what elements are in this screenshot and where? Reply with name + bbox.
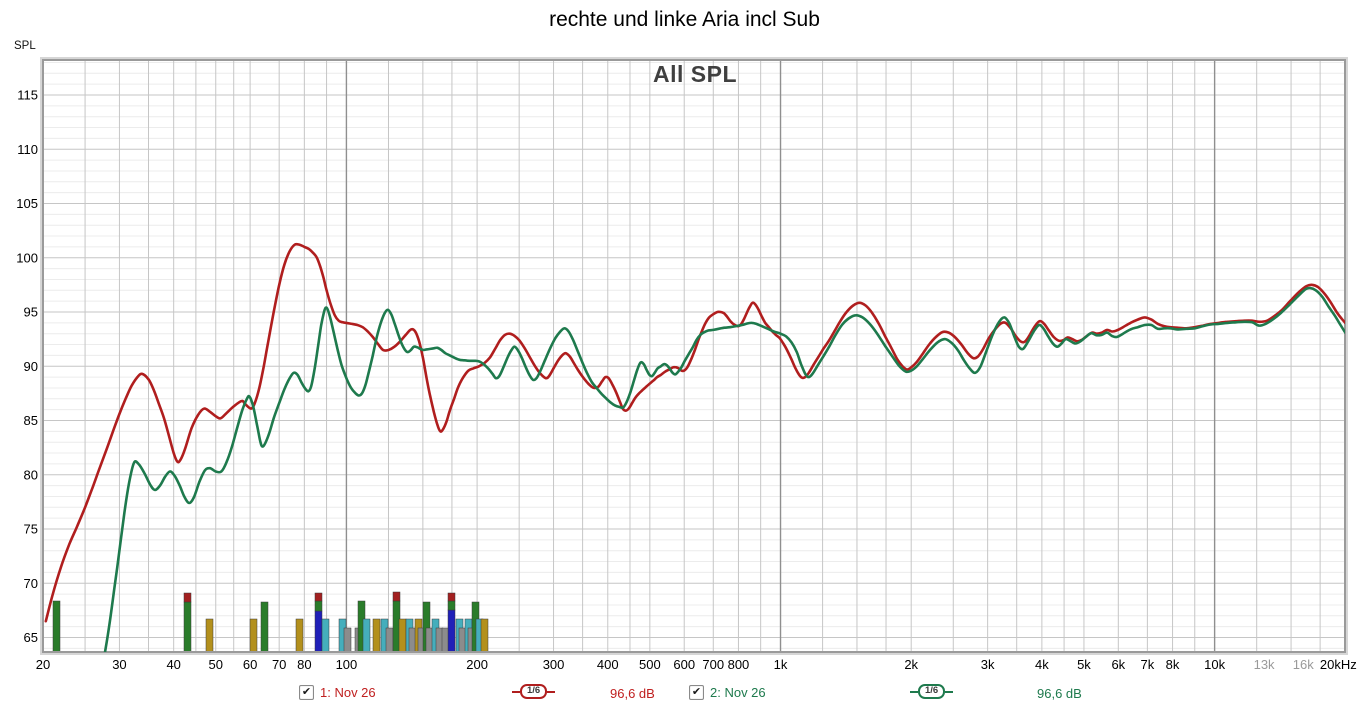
level-value-1: 96,6 dB <box>610 686 655 701</box>
x-tick-label: 40 <box>166 657 180 672</box>
x-tick-label: 700 <box>702 657 724 672</box>
legend-line-right-2 <box>945 690 954 693</box>
smoothing-badge-2: 1/6 <box>910 684 954 699</box>
measurement-2-label: 2: Nov 26 <box>710 684 766 700</box>
grid <box>43 60 1345 652</box>
x-tick-label: 16k <box>1293 657 1314 672</box>
room-mode-bar <box>343 627 352 653</box>
x-tick-label: 100 <box>336 657 358 672</box>
x-tick-label: 60 <box>243 657 257 672</box>
smoothing-value-1: 1/6 <box>520 684 548 699</box>
x-tick-label: 800 <box>728 657 750 672</box>
smoothing-badge-1: 1/6 <box>512 684 556 699</box>
x-tick-label: 1k <box>774 657 788 672</box>
y-tick-label: 100 <box>16 250 38 265</box>
legend-line-left-1 <box>512 690 520 693</box>
x-tick-label: 500 <box>639 657 661 672</box>
x-tick-label: 30 <box>112 657 126 672</box>
y-tick-label: 110 <box>17 142 38 157</box>
x-tick-label: 20kHz <box>1320 657 1357 672</box>
measurement-1-label: 1: Nov 26 <box>320 684 376 700</box>
x-tick-label: 13k <box>1254 657 1275 672</box>
measurement-2-checkbox[interactable]: ✔ <box>689 684 704 700</box>
x-tick-label: 10k <box>1204 657 1225 672</box>
x-tick-label: 3k <box>981 657 995 672</box>
plot-outer-border <box>40 57 1348 655</box>
x-tick-label: 4k <box>1035 657 1049 672</box>
x-tick-label: 20 <box>36 657 50 672</box>
room-mode-bar <box>398 618 407 653</box>
room-mode-bar <box>295 618 304 653</box>
curve-2 <box>103 286 1345 652</box>
x-tick-label: 80 <box>297 657 311 672</box>
room-mode-bar-cap <box>392 591 401 602</box>
room-mode-bar <box>480 618 489 653</box>
room-mode-bar <box>362 618 371 653</box>
page-title: rechte und linke Aria incl Sub <box>549 8 820 31</box>
room-mode-bar <box>260 601 269 653</box>
room-mode-bar <box>372 618 381 653</box>
y-tick-label: 75 <box>24 522 38 537</box>
x-tick-label: 200 <box>466 657 488 672</box>
y-tick-label: 70 <box>24 576 38 591</box>
chart-title: All SPL <box>652 61 737 87</box>
x-tick-label: 70 <box>272 657 286 672</box>
room-mode-bar <box>52 600 61 653</box>
x-tick-label: 300 <box>543 657 565 672</box>
x-tick-label: 2k <box>904 657 918 672</box>
room-mode-bar <box>321 618 330 653</box>
room-mode-bar <box>447 609 456 653</box>
measurement-1-checkbox[interactable]: ✔ <box>299 684 314 700</box>
y-tick-label: 90 <box>24 359 38 374</box>
x-axis-labels: 20 30 40 50 60 70 80 100 200 300 400 500 600 700 800 1k… <box>36 657 1357 672</box>
room-mode-bar-cap <box>447 600 456 611</box>
y-axis-unit-label: SPL <box>14 40 36 52</box>
y-tick-label: 80 <box>24 467 38 482</box>
room-mode-bar <box>205 618 214 653</box>
y-tick-label: 85 <box>24 413 38 428</box>
legend-item-2: ✔ 2: Nov 26 <box>689 684 766 700</box>
room-mode-bar-cap <box>447 592 456 602</box>
y-tick-label: 65 <box>24 630 38 645</box>
room-mode-bar <box>183 601 192 653</box>
x-tick-label: 600 <box>673 657 695 672</box>
room-mode-bar-cap <box>314 600 323 612</box>
x-tick-label: 8k <box>1166 657 1180 672</box>
room-mode-bar-cap <box>314 592 323 602</box>
x-tick-label: 7k <box>1141 657 1155 672</box>
legend-line-left-2 <box>910 690 918 693</box>
room-mode-bar-cap <box>183 592 192 603</box>
room-mode-bars <box>52 591 489 653</box>
legend-item-1: ✔ 1: Nov 26 <box>299 684 376 700</box>
room-mode-bar <box>249 618 258 653</box>
smoothing-value-2: 1/6 <box>918 684 946 699</box>
y-tick-label: 95 <box>24 305 38 320</box>
x-tick-label: 400 <box>597 657 619 672</box>
y-tick-label: 105 <box>16 196 38 211</box>
level-value-2: 96,6 dB <box>1037 686 1082 701</box>
legend-line-right-1 <box>547 690 556 693</box>
room-mode-bar <box>385 627 394 653</box>
x-tick-label: 50 <box>209 657 223 672</box>
y-axis-labels: 115 110 105 100 95 90 85 80 75 70 65 <box>16 88 38 646</box>
room-mode-bar <box>314 610 323 653</box>
plot-border <box>42 59 1346 653</box>
x-tick-label: 6k <box>1111 657 1125 672</box>
x-tick-label: 5k <box>1077 657 1091 672</box>
y-tick-label: 115 <box>17 88 38 103</box>
